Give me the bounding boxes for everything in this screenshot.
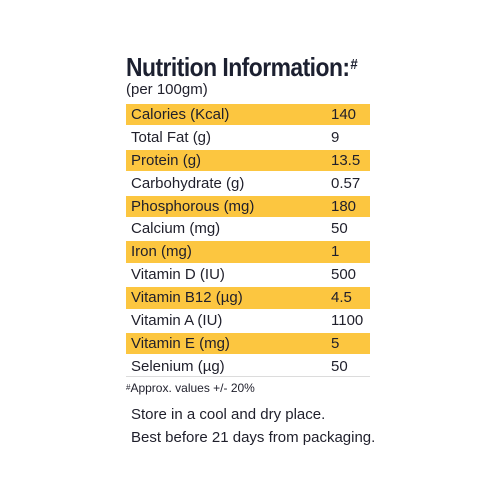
nutrition-row: Protein (g) 13.5 [126, 149, 370, 172]
title-text: Nutrition Information: [126, 52, 350, 82]
nutrient-name: Vitamin A (IU) [131, 312, 223, 330]
nutrient-name: Iron (mg) [131, 243, 192, 261]
serving-basis: (per 100gm) [126, 81, 208, 98]
nutrition-row: Vitamin D (IU) 500 [126, 264, 370, 285]
nutrition-row: Phosphorous (mg) 180 [126, 195, 370, 217]
nutrient-name: Carbohydrate (g) [131, 174, 245, 192]
nutrition-row: Vitamin E (mg) 5 [126, 332, 370, 355]
nutrition-row: Vitamin B12 (µg) 4.5 [126, 287, 370, 309]
nutrient-name: Total Fat (g) [131, 128, 212, 146]
footnote-text: Approx. values +/- 20% [130, 381, 255, 395]
nutrient-value: 50 [331, 357, 348, 375]
nutrient-value: 180 [331, 197, 357, 215]
nutrient-name: Protein (g) [131, 151, 202, 169]
nutrition-table: Calories (Kcal) 140 Total Fat (g) 9 Protein … [126, 104, 370, 379]
storage-note: Store in a cool and dry place. [131, 406, 326, 423]
table-divider [126, 376, 370, 377]
nutrient-value: 500 [331, 266, 357, 284]
nutrient-value: 140 [331, 106, 357, 123]
footnote-mark: # [126, 383, 131, 392]
nutrition-row: Iron (mg) 1 [126, 241, 370, 263]
nutrient-value: 9 [331, 128, 340, 146]
nutrition-row: Total Fat (g) 9 [126, 127, 370, 148]
nutrient-value: 1100 [331, 312, 364, 330]
nutrient-value: 4.5 [331, 289, 352, 307]
nutrient-value: 13.5 [331, 151, 361, 169]
nutrient-value: 50 [331, 220, 348, 238]
nutrition-row: Vitamin A (IU) 1100 [126, 310, 370, 331]
nutrient-value: 5 [331, 334, 340, 352]
nutrition-row: Carbohydrate (g) 0.57 [126, 173, 370, 194]
nutrient-value: 1 [331, 243, 340, 261]
nutrition-row: Selenium (µg) 50 [126, 356, 370, 377]
nutrient-name: Phosphorous (mg) [131, 197, 255, 215]
best-before-note: Best before 21 days from packaging. [131, 429, 376, 446]
nutrition-title: Nutrition Information:# [126, 52, 358, 82]
nutrient-name: Vitamin D (IU) [131, 266, 225, 284]
nutrient-name: Selenium (µg) [131, 357, 225, 375]
footnote: #Approx. values +/- 20% [126, 381, 255, 395]
nutrient-name: Calories (Kcal) [131, 106, 230, 123]
nutrition-row: Calories (Kcal) 140 [126, 104, 370, 126]
nutrition-row: Calcium (mg) 50 [126, 218, 370, 239]
nutrient-name: Vitamin E (mg) [131, 334, 230, 352]
title-footnote-mark: # [350, 56, 358, 73]
nutrient-name: Calcium (mg) [131, 220, 221, 238]
nutrient-name: Vitamin B12 (µg) [131, 289, 243, 307]
nutrient-value: 0.57 [331, 174, 361, 192]
